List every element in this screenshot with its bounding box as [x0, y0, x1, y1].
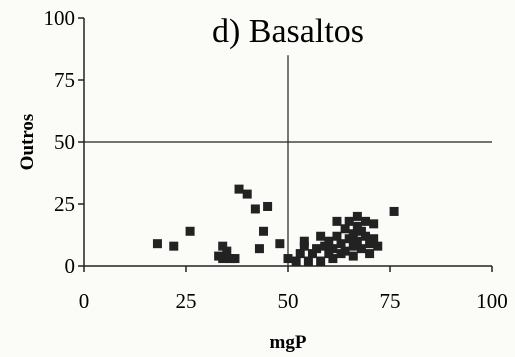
y-tick-label: 25	[54, 192, 75, 216]
data-point	[254, 244, 264, 254]
data-point	[324, 236, 334, 246]
y-tick-label: 0	[65, 254, 76, 278]
data-point	[230, 254, 240, 264]
y-tick-label: 75	[54, 68, 75, 92]
data-point	[295, 249, 305, 259]
data-point	[348, 251, 358, 261]
data-point	[242, 189, 252, 199]
data-point	[369, 219, 379, 229]
data-point	[356, 226, 366, 236]
data-points	[152, 184, 399, 266]
data-point	[275, 239, 285, 249]
y-axis-title: Outros	[17, 114, 38, 171]
data-point	[348, 229, 358, 239]
y-axis-ticks: 0 25 50 75 100	[44, 6, 84, 278]
data-point	[361, 231, 371, 241]
data-point	[312, 244, 322, 254]
data-point	[328, 244, 338, 254]
data-point	[389, 206, 399, 216]
data-point	[352, 221, 362, 231]
y-tick-label: 100	[44, 6, 76, 30]
data-point	[320, 241, 330, 251]
data-point	[169, 241, 179, 251]
data-point	[152, 239, 162, 249]
data-point	[299, 236, 309, 246]
data-point	[373, 241, 383, 251]
data-point	[361, 216, 371, 226]
data-point	[352, 211, 362, 221]
data-point	[336, 239, 346, 249]
x-tick-label: 75	[380, 289, 401, 313]
x-tick-label: 0	[79, 289, 90, 313]
data-point	[303, 256, 313, 266]
data-point	[340, 246, 350, 256]
data-point	[316, 231, 326, 241]
x-axis-ticks: 0 25 50 75 100	[79, 266, 508, 313]
data-point	[263, 201, 273, 211]
data-point	[291, 256, 301, 266]
data-point	[299, 241, 309, 251]
data-point	[352, 236, 362, 246]
x-tick-label: 100	[476, 289, 508, 313]
data-point	[316, 256, 326, 266]
data-point	[218, 241, 228, 251]
data-point	[234, 184, 244, 194]
y-tick-label: 50	[54, 130, 75, 154]
data-point	[324, 249, 334, 259]
data-point	[307, 249, 317, 259]
chart-title: d) Basaltos	[212, 13, 364, 50]
data-point	[222, 246, 232, 256]
data-point	[332, 231, 342, 241]
x-tick-label: 25	[176, 289, 197, 313]
data-point	[259, 226, 269, 236]
x-tick-label: 50	[278, 289, 299, 313]
data-point	[348, 241, 358, 251]
x-axis-title: mgP	[270, 332, 307, 353]
data-point	[365, 239, 375, 249]
data-point	[356, 244, 366, 254]
data-point	[283, 254, 293, 264]
data-point	[340, 224, 350, 234]
data-point	[344, 216, 354, 226]
data-point	[328, 254, 338, 264]
data-point	[369, 234, 379, 244]
data-point	[344, 234, 354, 244]
data-point	[365, 249, 375, 259]
data-point	[332, 216, 342, 226]
data-point	[218, 254, 228, 264]
data-point	[250, 204, 260, 214]
data-point	[185, 226, 195, 236]
